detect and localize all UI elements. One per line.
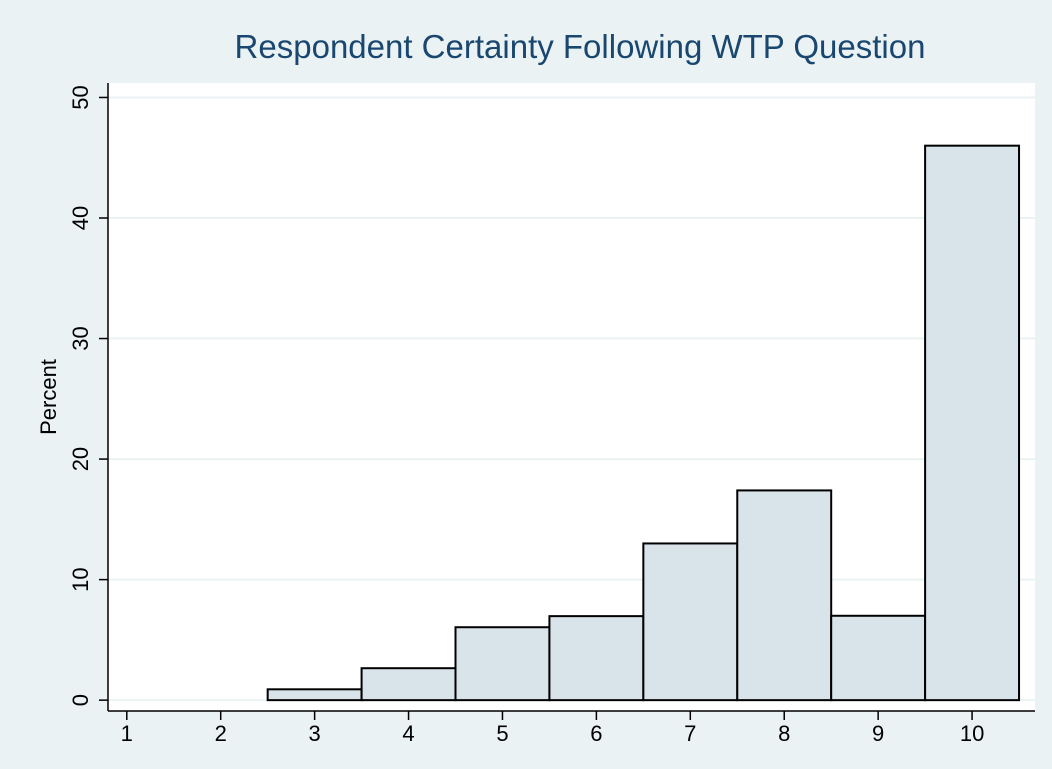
y-tick-label: 0 bbox=[68, 694, 93, 706]
y-tick-label: 50 bbox=[68, 85, 93, 109]
y-tick-label: 30 bbox=[68, 326, 93, 350]
bar bbox=[830, 614, 927, 702]
x-tick-label: 4 bbox=[402, 721, 414, 746]
x-tick-label: 8 bbox=[778, 721, 790, 746]
x-tick-label: 2 bbox=[215, 721, 227, 746]
plot-area bbox=[108, 83, 1035, 711]
x-tick-label: 9 bbox=[872, 721, 884, 746]
chart-title: Respondent Certainty Following WTP Quest… bbox=[235, 28, 926, 65]
x-tick-label: 6 bbox=[590, 721, 602, 746]
y-tick-label: 10 bbox=[68, 567, 93, 591]
y-tick-label: 20 bbox=[68, 447, 93, 471]
x-tick-label: 7 bbox=[684, 721, 696, 746]
bar bbox=[642, 542, 739, 702]
x-tick-label: 3 bbox=[309, 721, 321, 746]
bar bbox=[736, 489, 833, 702]
x-tick-label: 5 bbox=[496, 721, 508, 746]
y-axis-label: Percent bbox=[36, 359, 61, 435]
bar bbox=[548, 615, 645, 702]
bar bbox=[454, 626, 551, 702]
x-tick-label: 1 bbox=[121, 721, 133, 746]
bar bbox=[266, 688, 363, 702]
bar bbox=[360, 667, 457, 702]
x-tick-label: 10 bbox=[960, 721, 984, 746]
y-tick-label: 40 bbox=[68, 206, 93, 230]
bar bbox=[924, 144, 1021, 702]
